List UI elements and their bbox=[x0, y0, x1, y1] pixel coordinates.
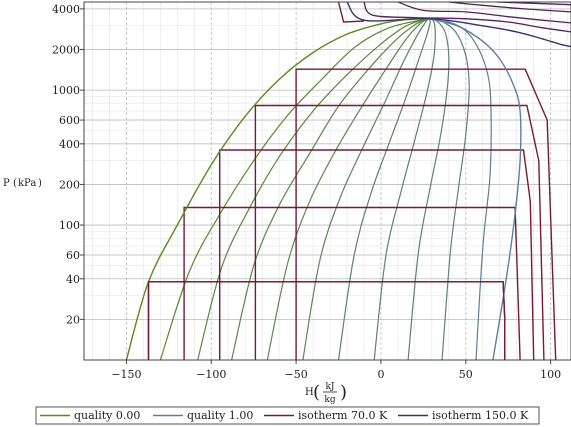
y-tick-label: 4000 bbox=[52, 3, 80, 16]
y-label-paren-open: ( bbox=[13, 178, 17, 189]
legend: quality 0.00 quality 1.00 isotherm 70.0 … bbox=[35, 406, 540, 425]
isotherm-line bbox=[183, 206, 521, 360]
y-tick-label: 600 bbox=[59, 114, 80, 127]
x-tick-label: 100 bbox=[540, 368, 561, 381]
series-quality-0-00 bbox=[125, 17, 429, 360]
isotherm-line bbox=[337, 2, 365, 23]
x-tick-label: −100 bbox=[196, 368, 226, 381]
legend-item-isotherm-70: isotherm 70.0 K bbox=[264, 409, 388, 422]
legend-item-isotherm-150: isotherm 150.0 K bbox=[398, 409, 529, 422]
quality-line bbox=[337, 18, 431, 360]
series-isotherm-150-0-k bbox=[346, 2, 571, 48]
isotherm-line bbox=[254, 104, 545, 360]
x-label-paren-close: ) bbox=[340, 382, 347, 403]
x-tick-label: −50 bbox=[284, 368, 307, 381]
isotherm-line bbox=[147, 281, 506, 360]
x-tick-label: 50 bbox=[459, 368, 473, 381]
y-label-unit: kPa bbox=[18, 178, 36, 189]
legend-item-quality-1: quality 1.00 bbox=[153, 409, 253, 422]
legend-label: isotherm 70.0 K bbox=[298, 409, 388, 422]
quality-line bbox=[373, 18, 436, 360]
x-label-unit-den: kg bbox=[324, 395, 335, 405]
legend-label: quality 1.00 bbox=[187, 409, 253, 422]
y-tick-label: 40 bbox=[66, 273, 80, 286]
series-isotherm-70-0-k bbox=[147, 281, 506, 360]
y-label-paren-close: ) bbox=[38, 178, 42, 189]
tick-labels: −150 −100 −50 0 50 100 20 40 60 100 200 400 600 1000 2… bbox=[52, 3, 561, 381]
x-tick-label: 0 bbox=[377, 368, 384, 381]
quality-line bbox=[428, 18, 492, 360]
legend-item-quality-0: quality 0.00 bbox=[40, 409, 140, 422]
supercritical-isotherm bbox=[363, 2, 571, 33]
chart-curves bbox=[125, 2, 571, 360]
quality-line bbox=[428, 18, 470, 360]
isotherm-line bbox=[219, 149, 535, 360]
y-tick-label: 60 bbox=[66, 249, 80, 262]
x-tick-label: −150 bbox=[111, 368, 141, 381]
quality-line bbox=[197, 18, 429, 360]
y-tick-label: 100 bbox=[59, 219, 80, 232]
y-tick-label: 1000 bbox=[52, 84, 80, 97]
y-label-text: P bbox=[3, 178, 10, 189]
y-tick-label: 200 bbox=[59, 178, 80, 191]
isotherm-line bbox=[295, 68, 557, 360]
x-label-text: H bbox=[305, 387, 314, 398]
plot-frame bbox=[83, 1, 571, 361]
y-axis-label: P ( kPa ) bbox=[3, 178, 42, 189]
quality-line bbox=[407, 18, 450, 360]
y-tick-label: 20 bbox=[66, 313, 80, 326]
legend-label: quality 0.00 bbox=[74, 409, 140, 422]
x-label-paren-open: ( bbox=[313, 382, 320, 403]
supercritical-isotherm bbox=[397, 2, 571, 24]
y-tick-label: 400 bbox=[59, 138, 80, 151]
legend-label: isotherm 150.0 K bbox=[432, 409, 529, 422]
x-axis-label: H ( kJ kg ) bbox=[305, 382, 347, 405]
quality-line bbox=[159, 18, 429, 360]
supercritical-isotherm bbox=[448, 2, 571, 13]
series-quality-1-00 bbox=[428, 17, 522, 360]
x-label-unit-num: kJ bbox=[325, 382, 334, 392]
y-tick-label: 2000 bbox=[52, 44, 80, 57]
axes bbox=[83, 1, 571, 361]
